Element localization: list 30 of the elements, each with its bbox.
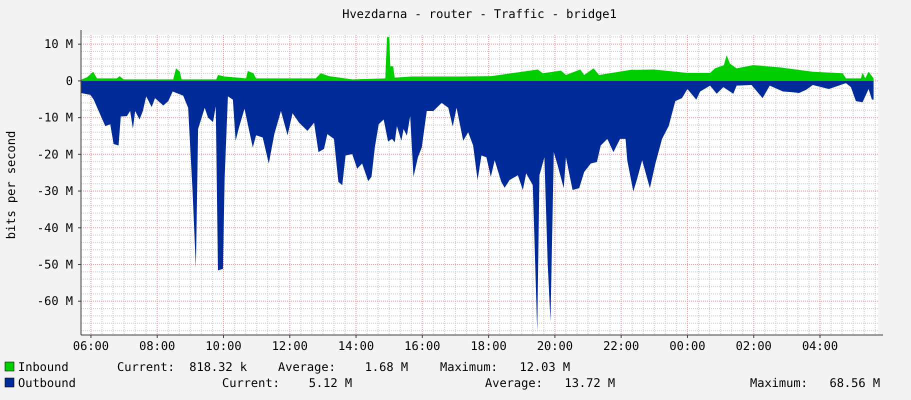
x-tick-label: 02:00 (736, 339, 772, 353)
y-tick-label: 10 M (44, 37, 73, 52)
y-tick-label: -30 M (36, 184, 73, 198)
x-tick-label: 16:00 (404, 339, 440, 353)
y-tick-label: -20 M (36, 147, 73, 162)
x-tick-label: 22:00 (603, 339, 640, 353)
x-tick-label: 12:00 (272, 339, 308, 353)
text: Current: 5.12 M (222, 376, 352, 390)
x-tick-label: 18:00 (470, 339, 507, 353)
y-axis-title: bits per second (4, 130, 18, 240)
legend-label: Inbound (18, 360, 69, 374)
y-tick-label: 0 (66, 74, 73, 88)
x-tick-label: 06:00 (72, 339, 110, 353)
x-tick-label: 14:00 (338, 339, 374, 353)
text: Average: 1.68 M (278, 360, 408, 374)
y-tick-label: -50 M (36, 258, 73, 272)
y-tick-label: -10 M (36, 110, 73, 125)
text: Maximum: 68.56 M (750, 376, 880, 390)
y-tick-label: -40 M (36, 220, 73, 235)
text: Current: 818.32 k (117, 360, 248, 374)
chart-title: Hvezdarna - router - Traffic - bridge1 (342, 7, 617, 21)
x-tick-label: 20:00 (536, 339, 573, 353)
legend-label: Outbound (18, 376, 76, 390)
x-tick-label: 10:00 (205, 339, 242, 353)
text: Average: 13.72 M (485, 376, 616, 390)
x-tick-label: 04:00 (802, 339, 838, 353)
x-tick-label: 00:00 (669, 339, 706, 353)
x-tick-label: 08:00 (139, 339, 176, 353)
text: Maximum: 12.03 M (440, 360, 570, 374)
y-tick-label: -60 M (36, 294, 73, 308)
